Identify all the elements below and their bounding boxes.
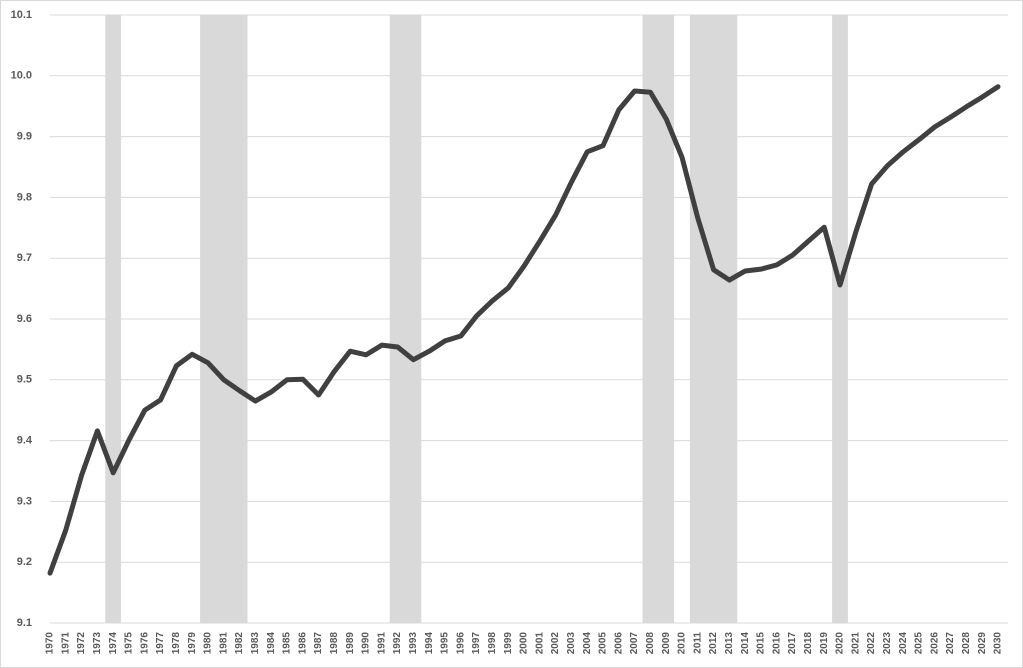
y-tick-label: 9.9 [17, 131, 32, 143]
x-tick-label: 1996 [455, 632, 466, 655]
x-tick-label: 2012 [708, 632, 719, 655]
x-tick-label: 2025 [914, 632, 925, 655]
x-tick-label: 1982 [234, 632, 245, 655]
x-tick-label: 1976 [139, 632, 150, 655]
x-tick-label: 2028 [961, 632, 972, 655]
x-tick-label: 2009 [661, 632, 672, 655]
y-tick-label: 9.7 [17, 252, 32, 264]
x-tick-label: 1975 [124, 632, 135, 655]
y-tick-label: 9.8 [17, 191, 32, 203]
x-tick-label: 1977 [155, 632, 166, 655]
x-tick-label: 1998 [487, 632, 498, 655]
x-tick-label: 2020 [835, 632, 846, 655]
x-tick-label: 2015 [756, 632, 767, 655]
x-tick-label: 2006 [613, 632, 624, 655]
x-tick-label: 2019 [819, 632, 830, 655]
x-tick-label: 2003 [566, 632, 577, 655]
x-tick-label: 2024 [898, 632, 909, 655]
x-tick-label: 1999 [503, 632, 514, 655]
x-tick-label: 2007 [629, 632, 640, 655]
x-tick-label: 1974 [108, 632, 119, 655]
x-tick-label: 1986 [297, 632, 308, 655]
x-tick-label: 2001 [534, 632, 545, 655]
x-tick-label: 1981 [218, 632, 229, 655]
x-tick-label: 2011 [692, 632, 703, 654]
x-tick-label: 1971 [60, 632, 71, 655]
y-tick-label: 9.1 [17, 617, 32, 629]
x-tick-label: 2018 [803, 632, 814, 655]
x-tick-label: 1983 [250, 632, 261, 655]
x-tick-label: 1980 [203, 632, 214, 655]
x-tick-label: 2008 [645, 632, 656, 655]
data-line [47, 84, 1001, 576]
x-tick-label: 2014 [740, 632, 751, 655]
y-tick-label: 9.5 [17, 374, 32, 386]
y-tick-label: 9.2 [17, 556, 32, 568]
x-tick-label: 2017 [787, 632, 798, 655]
x-tick-label: 2021 [850, 632, 861, 655]
x-tick-label: 1995 [440, 632, 451, 655]
x-tick-label: 2004 [582, 632, 593, 655]
y-tick-label: 9.3 [17, 495, 32, 507]
y-tick-label: 10.0 [11, 70, 32, 82]
x-tick-label: 2002 [550, 632, 561, 655]
x-tick-label: 2016 [771, 632, 782, 655]
x-tick-label: 2027 [945, 632, 956, 655]
x-tick-label: 1985 [282, 632, 293, 655]
x-tick-label: 1994 [424, 632, 435, 655]
x-tick-label: 1972 [76, 632, 87, 655]
y-tick-label: 9.4 [17, 435, 33, 447]
x-tick-label: 2000 [519, 632, 530, 655]
x-tick-label: 2005 [598, 632, 609, 655]
x-tick-label: 2029 [977, 632, 988, 655]
y-tick-label: 9.6 [17, 313, 32, 325]
x-tick-label: 2023 [882, 632, 893, 655]
y-tick-label: 10.1 [11, 9, 32, 21]
x-tick-label: 1991 [376, 632, 387, 655]
x-tick-label: 1978 [171, 632, 182, 655]
x-tick-label: 2030 [993, 632, 1004, 655]
x-tick-label: 2026 [929, 632, 940, 655]
x-tick-label: 1992 [392, 632, 403, 655]
x-tick-label: 1970 [45, 632, 56, 655]
x-tick-label: 2010 [677, 632, 688, 655]
x-tick-label: 1973 [92, 632, 103, 655]
x-tick-label: 1989 [345, 632, 356, 655]
x-tick-label: 1984 [266, 632, 277, 655]
x-tick-label: 1997 [471, 632, 482, 655]
x-tick-label: 1990 [361, 632, 372, 655]
x-tick-label: 2022 [866, 632, 877, 655]
x-tick-label: 1979 [187, 632, 198, 655]
x-tick-label: 1987 [313, 632, 324, 655]
x-tick-label: 1988 [329, 632, 340, 655]
x-tick-label: 2013 [724, 632, 735, 655]
x-tick-label: 1993 [408, 632, 419, 655]
